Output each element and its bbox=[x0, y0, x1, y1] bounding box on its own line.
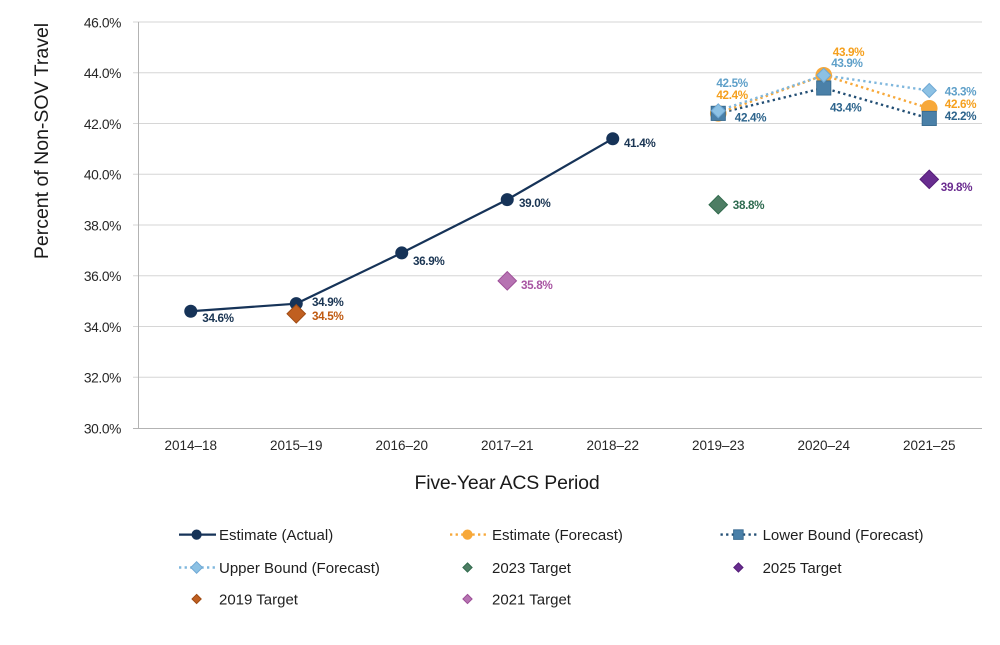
svg-text:43.9%: 43.9% bbox=[831, 57, 863, 70]
svg-text:42.2%: 42.2% bbox=[945, 110, 977, 123]
svg-text:42.0%: 42.0% bbox=[84, 117, 121, 132]
svg-text:41.4%: 41.4% bbox=[624, 137, 656, 150]
svg-text:34.0%: 34.0% bbox=[84, 320, 121, 335]
svg-text:43.9%: 43.9% bbox=[833, 46, 865, 59]
svg-text:Lower Bound (Forecast): Lower Bound (Forecast) bbox=[763, 527, 924, 544]
svg-text:2025 Target: 2025 Target bbox=[763, 560, 843, 577]
svg-text:34.5%: 34.5% bbox=[312, 310, 344, 323]
svg-text:32.0%: 32.0% bbox=[84, 371, 121, 386]
svg-text:2018–22: 2018–22 bbox=[586, 438, 639, 453]
svg-text:42.5%: 42.5% bbox=[716, 77, 748, 90]
svg-text:36.9%: 36.9% bbox=[413, 255, 445, 268]
svg-text:46.0%: 46.0% bbox=[84, 15, 121, 30]
svg-text:43.4%: 43.4% bbox=[830, 101, 862, 114]
svg-text:2023 Target: 2023 Target bbox=[492, 560, 572, 577]
svg-text:39.8%: 39.8% bbox=[941, 181, 973, 194]
svg-text:40.0%: 40.0% bbox=[84, 168, 121, 183]
svg-text:2021–25: 2021–25 bbox=[903, 438, 956, 453]
svg-text:2019–23: 2019–23 bbox=[692, 438, 745, 453]
svg-text:2020–24: 2020–24 bbox=[797, 438, 850, 453]
svg-text:42.4%: 42.4% bbox=[735, 112, 767, 125]
svg-text:30.0%: 30.0% bbox=[84, 421, 121, 436]
svg-text:35.8%: 35.8% bbox=[521, 279, 553, 292]
svg-text:36.0%: 36.0% bbox=[84, 269, 121, 284]
svg-text:42.4%: 42.4% bbox=[716, 89, 748, 102]
svg-text:Estimate (Actual): Estimate (Actual) bbox=[219, 527, 333, 544]
svg-text:Estimate (Forecast): Estimate (Forecast) bbox=[492, 527, 623, 544]
svg-text:Percent of Non-SOV Travel: Percent of Non-SOV Travel bbox=[31, 23, 53, 259]
svg-text:39.0%: 39.0% bbox=[519, 197, 551, 210]
svg-text:34.9%: 34.9% bbox=[312, 296, 344, 309]
svg-text:2015–19: 2015–19 bbox=[270, 438, 323, 453]
svg-text:2019 Target: 2019 Target bbox=[219, 592, 299, 609]
svg-text:42.6%: 42.6% bbox=[945, 98, 977, 111]
svg-text:34.6%: 34.6% bbox=[202, 312, 234, 325]
svg-text:Five-Year ACS Period: Five-Year ACS Period bbox=[415, 472, 600, 494]
svg-text:44.0%: 44.0% bbox=[84, 66, 121, 81]
svg-text:2014–18: 2014–18 bbox=[164, 438, 217, 453]
svg-text:2017–21: 2017–21 bbox=[481, 438, 534, 453]
svg-text:43.3%: 43.3% bbox=[945, 85, 977, 98]
svg-text:38.0%: 38.0% bbox=[84, 218, 121, 233]
svg-text:2021 Target: 2021 Target bbox=[492, 592, 572, 609]
svg-text:2016–20: 2016–20 bbox=[375, 438, 428, 453]
svg-text:38.8%: 38.8% bbox=[733, 199, 765, 212]
svg-text:Upper Bound (Forecast): Upper Bound (Forecast) bbox=[219, 560, 380, 577]
